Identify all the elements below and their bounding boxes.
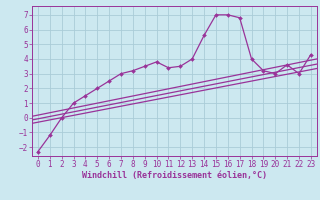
X-axis label: Windchill (Refroidissement éolien,°C): Windchill (Refroidissement éolien,°C) (82, 171, 267, 180)
